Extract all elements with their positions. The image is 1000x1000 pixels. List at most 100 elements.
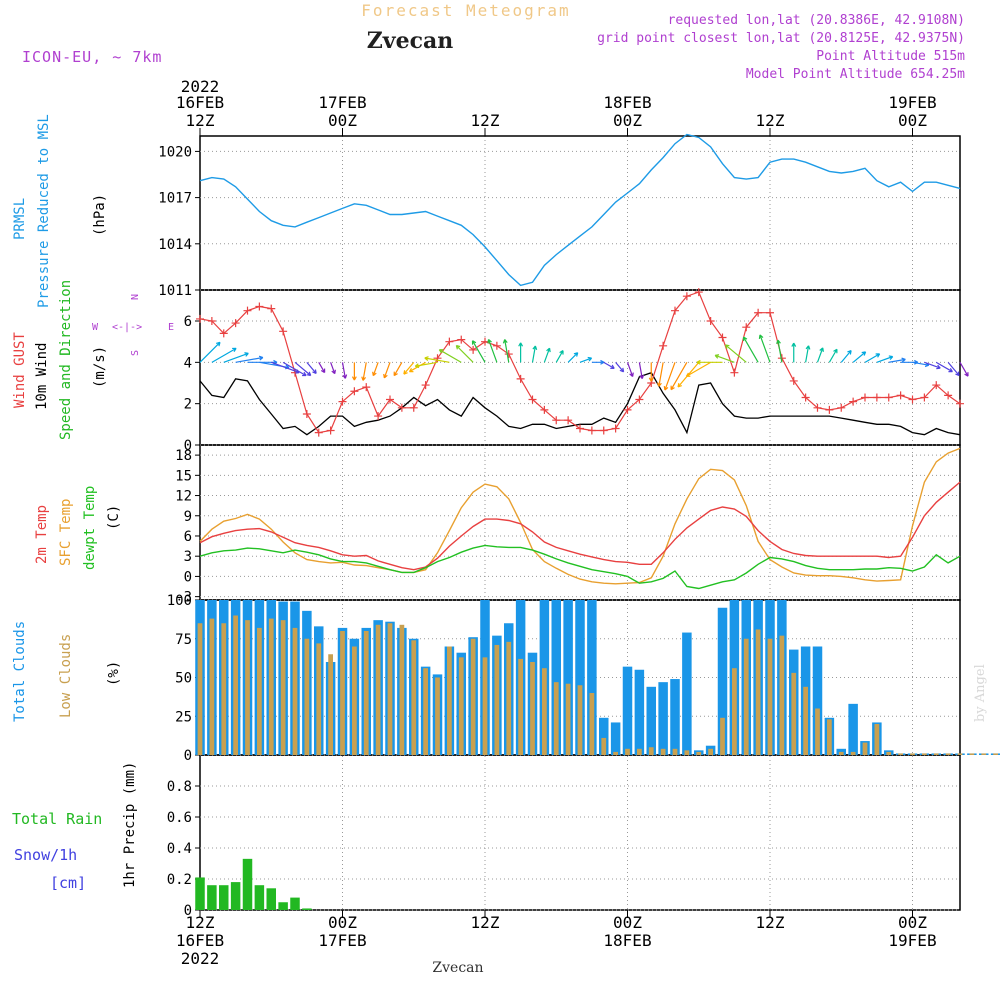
wind-axis-tick-label: 0 xyxy=(184,438,192,454)
gust-marker xyxy=(920,393,929,402)
low-cloud-bar xyxy=(648,747,654,755)
wind-direction-arrow xyxy=(805,345,811,363)
wind-direction-arrow xyxy=(615,361,625,373)
compass-s: S xyxy=(130,350,141,356)
gust-marker xyxy=(956,399,964,408)
wind-direction-arrow xyxy=(603,361,615,369)
low-cloud-bar xyxy=(660,748,666,755)
model-label: ICON-EU, ~ 7km xyxy=(22,48,162,66)
wind-direction-arrow xyxy=(383,362,391,379)
gust-marker xyxy=(386,395,394,404)
top-hour-label: 12Z xyxy=(471,111,500,130)
low-cloud-bar xyxy=(720,717,725,755)
direction-label: Speed and Direction xyxy=(58,280,74,440)
gust-marker xyxy=(207,317,216,325)
clouds-axis-tick-label: 50 xyxy=(175,671,192,687)
low-cloud-bar xyxy=(803,686,808,755)
wind-direction-arrow xyxy=(591,359,605,365)
total-cloud-bar xyxy=(575,600,585,755)
point-altitude: Point Altitude 515m xyxy=(816,49,965,64)
rain-bar xyxy=(302,908,312,910)
low-cloud-bar xyxy=(209,618,215,755)
gust-marker xyxy=(825,405,834,414)
wind-direction-arrow xyxy=(306,361,317,374)
wind-direction-arrow xyxy=(959,362,969,377)
wind-direction-arrow xyxy=(924,361,941,370)
low-cloud-bar xyxy=(708,748,713,755)
low-cloud-bar xyxy=(280,620,286,755)
rain-bar xyxy=(230,882,241,910)
gust-marker xyxy=(813,403,822,412)
bottom-date-label: 18FEB xyxy=(603,931,651,950)
gust-marker xyxy=(267,304,276,313)
wind-direction-arrow xyxy=(657,362,664,387)
gust-marker xyxy=(326,426,335,435)
compass-arrow-we: <-|-> xyxy=(112,322,142,333)
low-cloud-bar xyxy=(423,668,428,755)
wind-direction-arrow xyxy=(518,342,524,363)
wind-direction-arrow xyxy=(638,362,645,380)
low-cloud-bar xyxy=(447,646,452,755)
wind-direction-arrow xyxy=(567,352,579,363)
wind-direction-arrow xyxy=(888,357,906,363)
wind-direction-arrow xyxy=(947,361,960,377)
low-cloud-bar xyxy=(233,615,238,755)
gust-marker xyxy=(196,314,204,323)
low-cloud-bar xyxy=(933,753,939,755)
wind-direction-arrow xyxy=(776,339,783,363)
gust-marker xyxy=(231,319,240,328)
gust-marker xyxy=(350,387,359,396)
precip-axis-tick-label: 0.4 xyxy=(167,841,192,857)
gust-marker xyxy=(397,403,406,412)
gust-marker xyxy=(682,292,691,301)
compass-n: N xyxy=(130,294,141,300)
top-hour-label: 12Z xyxy=(186,111,215,130)
clouds-axis-tick-label: 0 xyxy=(184,748,192,764)
plot-area: 10111014101710200246-3036912151802550751… xyxy=(158,77,1000,968)
rain-bar xyxy=(278,902,288,910)
gust-marker xyxy=(623,405,632,414)
gust-marker xyxy=(409,403,418,412)
wind-direction-arrow xyxy=(455,344,474,363)
gust-marker xyxy=(754,308,763,317)
low-cloud-bar xyxy=(482,657,488,755)
low-cloud-bar xyxy=(577,685,583,755)
wind-direction-arrow xyxy=(696,359,723,365)
wind-direction-arrow xyxy=(531,345,538,363)
gust-marker xyxy=(374,412,383,421)
gust-marker xyxy=(433,354,442,363)
gust-marker xyxy=(279,327,288,336)
gust-marker xyxy=(789,376,798,385)
low-cloud-bar xyxy=(850,751,856,755)
gust-marker xyxy=(255,302,264,311)
precip-axis-tick-label: 0.6 xyxy=(167,810,192,826)
low-cloud-bar xyxy=(815,708,820,755)
temp-axis-tick-label: 18 xyxy=(175,448,192,464)
gust-marker xyxy=(742,323,751,332)
wind-direction-arrow xyxy=(330,362,336,375)
precip-axis-tick-label: 0.2 xyxy=(167,872,192,888)
low-cloud-bar xyxy=(268,618,274,755)
gridpoint-coords: grid point closest lon,lat (20.8125E, 42… xyxy=(597,31,965,46)
low-cloud-bar xyxy=(779,635,785,755)
low-cloud-bar xyxy=(304,638,310,755)
low-cloud-bar xyxy=(922,753,927,755)
rain-bar xyxy=(195,877,205,910)
total-cloud-bar xyxy=(812,646,823,755)
pressure-panel-labels: PRMSL Pressure Reduced to MSL (hPa) xyxy=(12,114,108,308)
top-year-label: 2022 xyxy=(181,77,220,96)
dew-label: dewpt Temp xyxy=(82,486,98,570)
gust-marker xyxy=(730,368,739,377)
bottom-hour-label: 12Z xyxy=(186,913,215,932)
low-cloud-bar xyxy=(542,668,547,755)
total-cloud-bar xyxy=(587,600,597,755)
total-cloud-bar xyxy=(646,686,656,755)
wind-direction-arrow xyxy=(199,341,221,363)
clouds-panel-labels: Total Clouds Low Clouds (%) xyxy=(12,621,122,722)
wind-direction-arrow xyxy=(864,353,881,363)
precip-axis-tick-label: 0 xyxy=(184,903,192,919)
total-cloud-bar xyxy=(717,607,728,755)
wind-panel-frame xyxy=(199,289,961,446)
wind-axis-tick-label: 2 xyxy=(184,397,192,413)
